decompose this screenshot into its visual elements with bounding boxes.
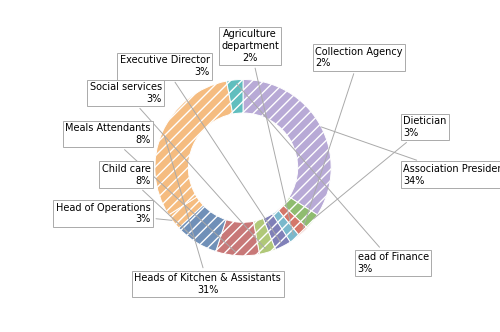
Wedge shape (216, 220, 260, 256)
Text: Agriculture
department
2%: Agriculture department 2% (221, 30, 293, 235)
Text: Dietician
3%: Dietician 3% (314, 116, 447, 219)
Text: Social services
3%: Social services 3% (90, 82, 266, 249)
Wedge shape (168, 197, 203, 228)
Text: Meals Attendants
8%: Meals Attendants 8% (65, 124, 235, 252)
Text: ead of Finance
3%: ead of Finance 3% (236, 84, 428, 274)
Wedge shape (226, 79, 243, 114)
Wedge shape (254, 218, 276, 254)
Text: Association Presidents
34%: Association Presidents 34% (322, 127, 500, 186)
Wedge shape (283, 197, 318, 228)
Wedge shape (243, 79, 331, 215)
Wedge shape (272, 210, 299, 242)
Text: Executive Director
3%: Executive Director 3% (120, 55, 280, 242)
Wedge shape (179, 205, 226, 252)
Wedge shape (278, 205, 308, 236)
Text: Collection Agency
2%: Collection Agency 2% (303, 47, 403, 228)
Wedge shape (263, 214, 290, 250)
Wedge shape (155, 81, 233, 215)
Text: Child care
8%: Child care 8% (102, 164, 194, 239)
Text: Head of Operations
3%: Head of Operations 3% (56, 203, 172, 224)
Text: Heads of Kitchen & Assistants
31%: Heads of Kitchen & Assistants 31% (134, 136, 281, 295)
